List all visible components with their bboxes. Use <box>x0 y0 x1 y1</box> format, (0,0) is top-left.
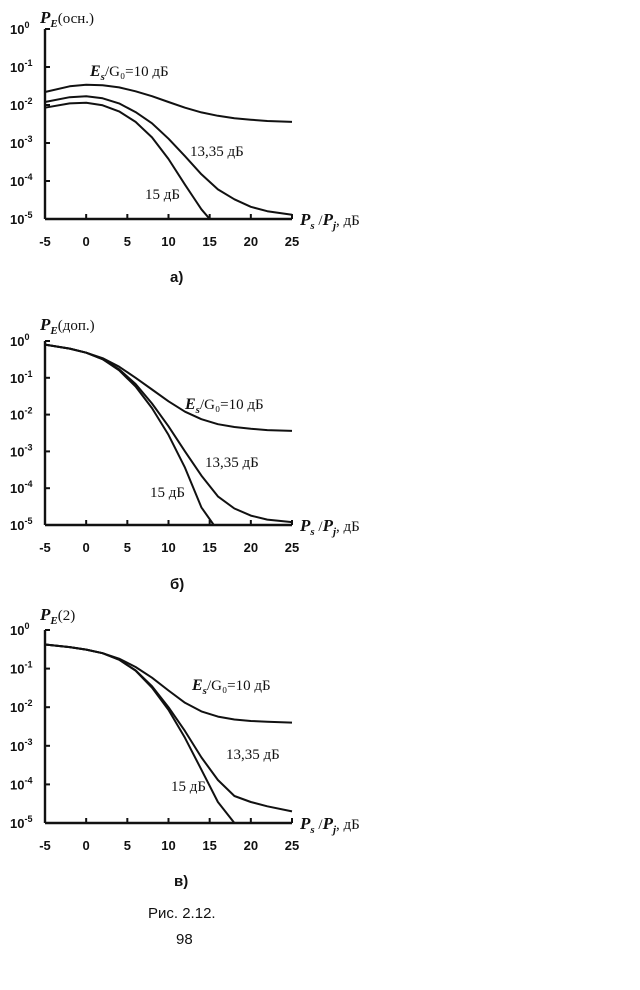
x-tick-label: 20 <box>244 540 258 555</box>
x-tick-label: 0 <box>83 838 90 853</box>
y-tick-label: 10-2 <box>10 698 32 715</box>
x-tick-label: 5 <box>124 540 131 555</box>
x-tick-label: -5 <box>39 540 51 555</box>
panel-b-label: б) <box>170 576 184 593</box>
x-tick-label: 10 <box>161 234 175 249</box>
series-line-2 <box>44 95 293 216</box>
series-line-3 <box>44 343 215 526</box>
y-tick-label: 10-3 <box>10 134 32 151</box>
x-tick-label: 20 <box>244 838 258 853</box>
x-tick-label: 15 <box>202 838 216 853</box>
panel-c-label: в) <box>174 873 188 890</box>
series-label-1: Es/G₀=10 дБ <box>184 396 264 416</box>
panel-a: PE(осн.) а) <box>39 8 183 286</box>
series-line-1 <box>44 343 293 432</box>
y-tick-label: 10-1 <box>10 660 32 677</box>
y-tick-label: 10-2 <box>10 406 32 423</box>
x-tick-label: 10 <box>161 540 175 555</box>
series-label-1: Es/G₀=10 дБ <box>191 677 271 697</box>
x-tick-label: -5 <box>39 234 51 249</box>
panel-c-ylabel: PE(2) <box>39 605 75 627</box>
x-tick-label: 25 <box>285 234 299 249</box>
y-tick-label: 10-4 <box>10 172 32 189</box>
series-label-3: 15 дБ <box>171 779 206 795</box>
x-tick-label: 10 <box>161 838 175 853</box>
y-tick-label: 100 <box>10 20 29 37</box>
y-tick-label: 10-5 <box>10 814 32 831</box>
y-tick-label: 10-5 <box>10 516 32 533</box>
panel-a-label: а) <box>170 269 183 286</box>
series-line-2 <box>44 643 293 813</box>
y-tick-label: 100 <box>10 621 29 638</box>
page-number: 98 <box>176 931 193 948</box>
y-tick-label: 100 <box>10 332 29 349</box>
y-tick-label: 10-1 <box>10 369 32 386</box>
x-tick-label: 0 <box>83 540 90 555</box>
x-tick-label: 15 <box>202 234 216 249</box>
x-tick-label: 5 <box>124 838 131 853</box>
series-line-1 <box>44 83 293 123</box>
x-tick-label: -5 <box>39 838 51 853</box>
panel-a-ylabel: PE(осн.) <box>39 8 94 30</box>
y-tick-label: 10-5 <box>10 210 32 227</box>
x-tick-label: 25 <box>285 838 299 853</box>
x-axis-label: Ps /Pj, дБ <box>299 814 360 836</box>
panel-b: PE(доп.) б) <box>39 315 184 593</box>
x-axis-label: Ps /Pj, дБ <box>299 210 360 232</box>
x-tick-label: 0 <box>83 234 90 249</box>
y-tick-label: 10-4 <box>10 479 32 496</box>
panel-b-ylabel: PE(доп.) <box>39 315 95 337</box>
x-tick-label: 25 <box>285 540 299 555</box>
x-tick-label: 15 <box>202 540 216 555</box>
y-tick-label: 10-2 <box>10 96 32 113</box>
y-tick-label: 10-3 <box>10 737 32 754</box>
series-label-3: 15 дБ <box>150 485 185 501</box>
x-tick-label: 20 <box>244 234 258 249</box>
x-axis-label: Ps /Pj, дБ <box>299 516 360 538</box>
panel-c: PE(2) в) <box>39 605 188 890</box>
y-tick-label: 10-4 <box>10 775 32 792</box>
y-tick-label: 10-1 <box>10 58 32 75</box>
series-label-1: Es/G₀=10 дБ <box>89 63 169 83</box>
y-tick-label: 10-3 <box>10 442 32 459</box>
series-label-2: 13,35 дБ <box>190 144 244 160</box>
series-label-3: 15 дБ <box>145 187 180 203</box>
series-line-3 <box>44 643 236 824</box>
x-tick-label: 5 <box>124 234 131 249</box>
series-label-2: 13,35 дБ <box>205 455 259 471</box>
series-line-3 <box>44 101 211 220</box>
series-label-2: 13,35 дБ <box>226 747 280 763</box>
figure-caption: Рис. 2.12. <box>148 905 216 922</box>
